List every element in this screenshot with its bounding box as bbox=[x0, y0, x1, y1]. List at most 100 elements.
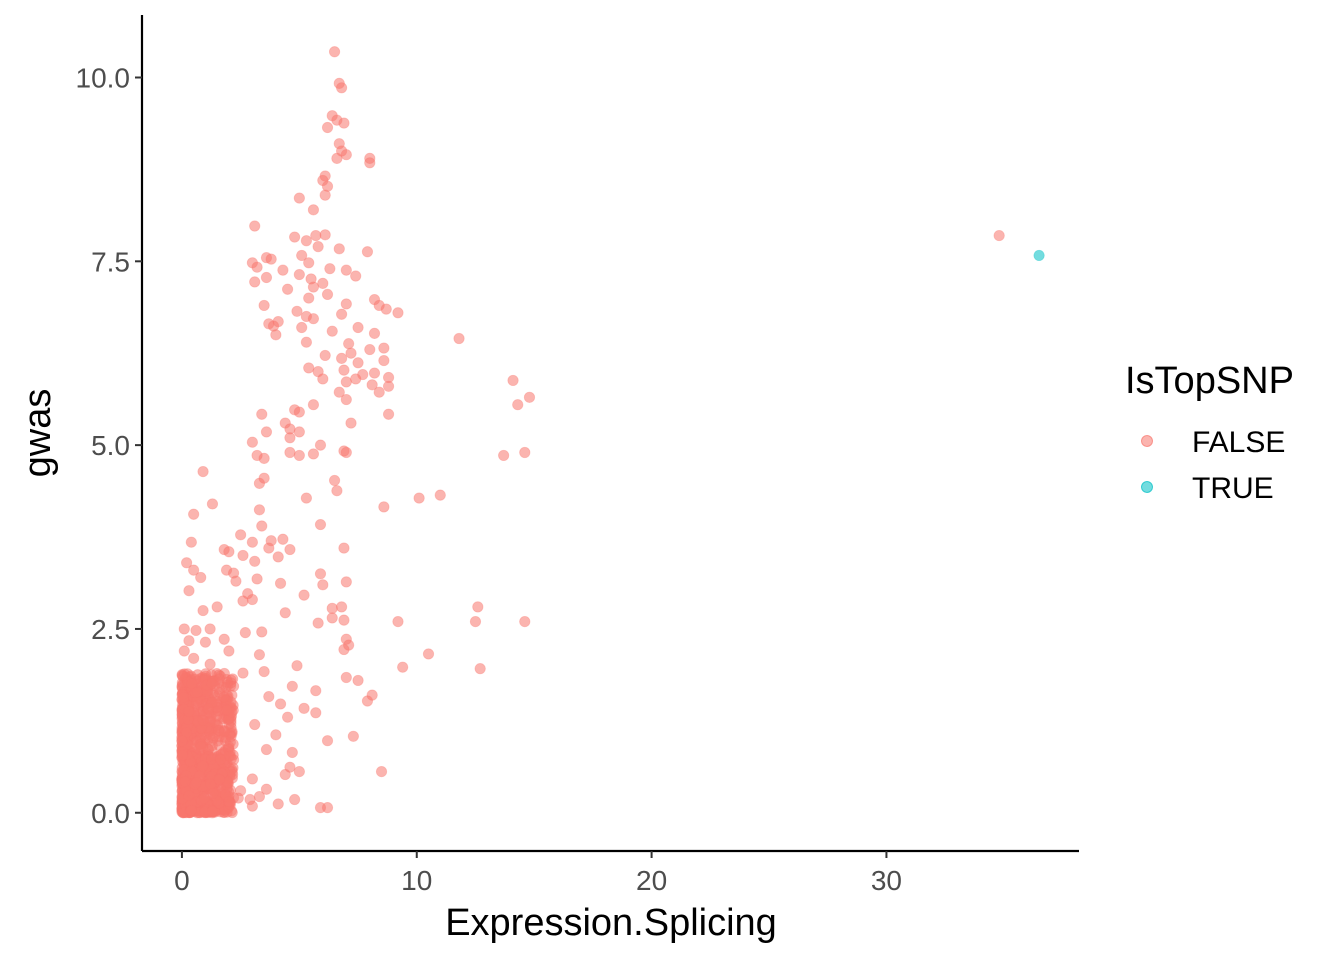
data-point-false bbox=[281, 283, 294, 295]
data-point-false bbox=[293, 268, 305, 281]
data-point-false bbox=[223, 546, 235, 558]
data-point-false bbox=[289, 231, 301, 243]
data-point-false bbox=[183, 705, 195, 718]
data-point-false bbox=[183, 789, 195, 802]
data-point-false bbox=[307, 313, 320, 325]
x-tick-label: 10 bbox=[401, 865, 432, 896]
data-point-false bbox=[197, 760, 209, 772]
data-point-false bbox=[249, 718, 261, 731]
data-point-false bbox=[246, 593, 258, 606]
data-point-false bbox=[340, 376, 352, 388]
data-point-false bbox=[246, 800, 258, 812]
data-point-false bbox=[249, 555, 261, 567]
data-point-false bbox=[260, 271, 273, 284]
data-point-false bbox=[314, 439, 327, 451]
data-point-false bbox=[293, 765, 305, 778]
data-point-false bbox=[253, 649, 266, 661]
data-point-false bbox=[340, 671, 352, 684]
data-point-false bbox=[202, 703, 215, 715]
data-point-false bbox=[291, 305, 303, 317]
data-point-false bbox=[310, 229, 322, 242]
data-point-false bbox=[350, 270, 362, 282]
data-point-false bbox=[223, 740, 235, 753]
legend-title: IsTopSNP bbox=[1125, 360, 1294, 402]
data-point-false bbox=[507, 374, 519, 387]
data-point-false bbox=[310, 685, 322, 697]
data-point-false bbox=[352, 321, 364, 334]
data-point-false bbox=[366, 379, 378, 391]
data-point-false bbox=[333, 243, 345, 255]
data-point-false bbox=[256, 408, 268, 420]
data-point-false bbox=[345, 347, 357, 359]
data-point-false bbox=[307, 399, 320, 411]
data-point-false bbox=[293, 192, 305, 204]
data-point-false bbox=[293, 426, 305, 438]
x-tick-label: 30 bbox=[871, 865, 902, 896]
data-point-false bbox=[246, 536, 258, 548]
data-point-false bbox=[183, 635, 195, 647]
data-point-false bbox=[186, 677, 198, 690]
data-point-false bbox=[336, 601, 348, 613]
data-point-false bbox=[176, 735, 188, 747]
data-point-false bbox=[291, 660, 303, 672]
data-point-false bbox=[324, 263, 336, 275]
data-point-false bbox=[317, 579, 329, 591]
data-point-false bbox=[198, 792, 210, 804]
data-point-false bbox=[195, 741, 207, 753]
data-point-false bbox=[519, 615, 531, 628]
data-point-false bbox=[326, 612, 338, 624]
data-point-false bbox=[197, 465, 209, 478]
data-point-false bbox=[239, 627, 251, 639]
data-point-false bbox=[321, 288, 334, 300]
data-point-false bbox=[380, 303, 392, 315]
data-point-false bbox=[345, 417, 357, 429]
data-point-false bbox=[474, 663, 486, 675]
data-point-false bbox=[317, 373, 329, 385]
data-point-false bbox=[188, 564, 200, 576]
data-point-false bbox=[338, 643, 350, 656]
data-point-false bbox=[340, 264, 352, 276]
data-point-false bbox=[317, 277, 329, 289]
data-point-false bbox=[220, 704, 233, 716]
data-point-false bbox=[373, 386, 385, 398]
data-point-false bbox=[181, 557, 193, 569]
legend-label-false: FALSE bbox=[1192, 426, 1285, 459]
data-point-false bbox=[307, 281, 320, 293]
data-point-false bbox=[338, 614, 350, 626]
data-point-false bbox=[303, 362, 315, 374]
data-point-false bbox=[235, 529, 247, 541]
data-point-false bbox=[265, 253, 277, 265]
data-point-false bbox=[321, 121, 334, 134]
data-point-false bbox=[260, 783, 273, 795]
data-point-false bbox=[364, 157, 376, 169]
data-point-false bbox=[207, 787, 219, 799]
data-point-false bbox=[213, 774, 226, 786]
data-point-false bbox=[312, 241, 324, 253]
data-point-false bbox=[512, 399, 524, 411]
data-point-false bbox=[303, 292, 315, 304]
data-point-false bbox=[197, 714, 209, 726]
data-point-false bbox=[364, 343, 376, 356]
data-point-false bbox=[230, 575, 242, 587]
data-point-false bbox=[279, 768, 291, 781]
legend: IsTopSNP FALSE TRUE bbox=[1125, 360, 1294, 505]
data-point-false bbox=[498, 449, 510, 462]
data-point-false bbox=[293, 406, 305, 418]
data-point-false bbox=[223, 645, 235, 657]
data-point-false bbox=[270, 729, 282, 741]
data-point-false bbox=[331, 485, 343, 497]
data-point-false bbox=[263, 690, 275, 703]
data-point-false bbox=[300, 336, 312, 348]
data-point-false bbox=[232, 792, 244, 804]
data-point-false bbox=[191, 686, 203, 698]
data-point-false bbox=[352, 357, 364, 369]
legend-key-false bbox=[1141, 435, 1153, 447]
data-point-false bbox=[286, 746, 298, 759]
data-point-true bbox=[1033, 249, 1045, 262]
data-point-false bbox=[336, 308, 348, 320]
data-point-false bbox=[206, 805, 219, 817]
data-point-false bbox=[382, 408, 395, 420]
data-point-false bbox=[331, 152, 343, 164]
data-point-false bbox=[253, 790, 266, 803]
